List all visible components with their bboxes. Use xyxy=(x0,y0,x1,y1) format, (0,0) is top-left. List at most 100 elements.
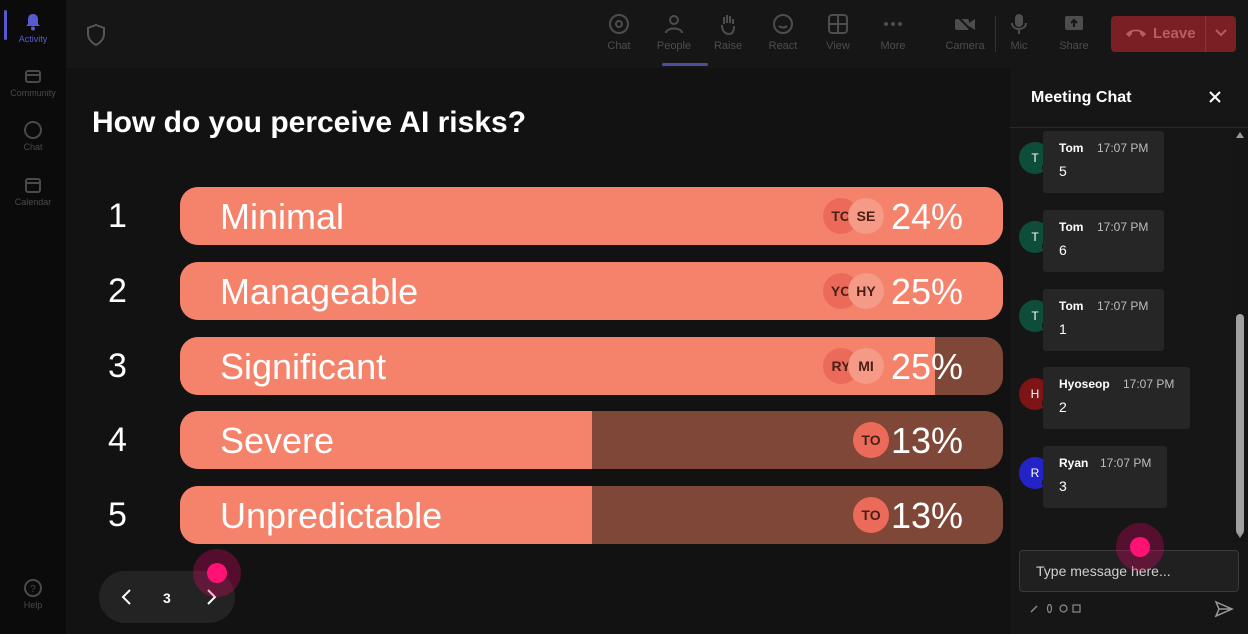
toolbar-react-button[interactable]: React xyxy=(759,8,807,60)
message-bubble[interactable]: Tom 17:07 PM 6 xyxy=(1043,210,1164,272)
scroll-up-arrow[interactable] xyxy=(1236,132,1244,138)
message-bubble[interactable]: Tom 17:07 PM 5 xyxy=(1043,131,1164,193)
emoji-icon[interactable] xyxy=(1059,604,1068,613)
toolbar-view-button[interactable]: View xyxy=(814,8,862,60)
camera-off-icon xyxy=(955,14,975,34)
poll-option-bar: Manageable YO HY 25% xyxy=(180,262,1003,320)
poll-option-row: 2 Manageable YO HY 25% xyxy=(66,262,1010,320)
message-time: 17:07 PM xyxy=(1123,377,1175,391)
chevron-left-icon[interactable] xyxy=(117,586,137,608)
toolbar-mic-button[interactable]: Mic xyxy=(995,8,1043,60)
meeting-toolbar: Chat People Raise React View More Camera… xyxy=(66,0,1248,68)
poll-option-row: 1 Minimal TO SE 24% xyxy=(66,187,1010,245)
voter-avatar: MI xyxy=(848,348,884,384)
voter-avatar: SE xyxy=(848,198,884,234)
bell-icon xyxy=(26,14,40,31)
message-bubble[interactable]: Tom 17:07 PM 1 xyxy=(1043,289,1164,351)
voter-avatar: TO xyxy=(853,497,889,533)
rail-item-community[interactable]: Community xyxy=(0,66,66,98)
message-text: 6 xyxy=(1059,242,1067,258)
scroll-down-arrow[interactable] xyxy=(1236,532,1244,538)
message-text: 1 xyxy=(1059,321,1067,337)
voter-avatar: HY xyxy=(848,273,884,309)
toolbar-people-button[interactable]: People xyxy=(650,8,698,60)
chat-header: Meeting Chat xyxy=(1010,68,1248,128)
toolbar-active-indicator xyxy=(662,63,708,66)
page-number: 3 xyxy=(163,590,171,606)
poll-option-bar: Unpredictable TO 13% xyxy=(180,486,1003,544)
chat-icon xyxy=(24,121,42,139)
poll-option-percent: 25% xyxy=(890,346,963,387)
chevron-down-icon[interactable] xyxy=(1214,26,1228,40)
message-text: 3 xyxy=(1059,478,1067,494)
rail-item-calendar[interactable]: Calendar xyxy=(0,175,66,207)
click-indicator xyxy=(193,549,241,597)
toolbar-share-button[interactable]: Share xyxy=(1050,8,1098,60)
chat-scrollbar[interactable] xyxy=(1233,130,1248,542)
poll-option-row: 3 Significant RY MI 25% xyxy=(66,337,1010,395)
chat-message-input[interactable] xyxy=(1019,550,1239,592)
rail-item-label: Activity xyxy=(18,34,48,44)
toolbar-button-label: More xyxy=(880,40,906,52)
toolbar-raise-button[interactable]: Raise xyxy=(704,8,752,60)
toolbar-button-label: React xyxy=(768,40,798,52)
poll-option-number: 5 xyxy=(108,496,127,534)
leave-button[interactable]: Leave xyxy=(1111,16,1236,52)
leave-label: Leave xyxy=(1153,25,1196,42)
grid-icon xyxy=(828,14,848,34)
message-text: 5 xyxy=(1059,163,1067,179)
poll-option-bar: Minimal TO SE 24% xyxy=(180,187,1003,245)
poll-option-number: 4 xyxy=(108,421,127,459)
smiley-icon xyxy=(773,14,793,34)
hand-icon xyxy=(721,15,735,36)
poll-option-row: 5 Unpredictable TO 13% xyxy=(66,486,1010,544)
message-sender: Hyoseop xyxy=(1059,377,1110,391)
poll-option-percent: 13% xyxy=(890,495,963,536)
share-icon xyxy=(1065,16,1083,30)
message-time: 17:07 PM xyxy=(1097,299,1149,313)
toolbar-button-label: Share xyxy=(1059,40,1089,52)
poll-stage: How do you perceive AI risks? 1 Minimal TO… xyxy=(66,68,1010,634)
toolbar-button-label: View xyxy=(826,40,850,52)
toolbar-camera-button[interactable]: Camera xyxy=(941,8,989,60)
attach-icon[interactable] xyxy=(1045,604,1054,613)
poll-option-percent: 25% xyxy=(890,271,963,312)
mic-icon xyxy=(1011,14,1027,34)
people-icon xyxy=(665,15,683,34)
rail-item-activity[interactable]: Activity xyxy=(0,12,66,44)
chat-title: Meeting Chat xyxy=(1031,89,1132,106)
community-icon xyxy=(25,70,41,83)
toolbar-divider xyxy=(995,16,996,52)
message-sender: Tom xyxy=(1059,299,1084,313)
pen-icon[interactable] xyxy=(1030,604,1039,613)
poll-option-label: Manageable xyxy=(220,271,419,312)
gif-icon[interactable] xyxy=(1072,604,1081,613)
poll-option-number: 2 xyxy=(108,272,127,310)
send-icon[interactable] xyxy=(1214,600,1234,618)
svg-text:?: ? xyxy=(30,584,36,595)
shield-icon[interactable] xyxy=(86,24,106,46)
toolbar-button-label: Raise xyxy=(713,40,743,52)
message-time: 17:07 PM xyxy=(1100,456,1152,470)
voter-avatar: TO xyxy=(853,422,889,458)
toolbar-button-label: Camera xyxy=(945,40,985,52)
message-time: 17:07 PM xyxy=(1097,220,1149,234)
rail-item-help[interactable]: ? Help xyxy=(0,578,66,610)
help-icon: ? xyxy=(24,579,42,597)
message-bubble[interactable]: Ryan 17:07 PM 3 xyxy=(1043,446,1167,508)
close-icon[interactable] xyxy=(1208,90,1222,104)
toolbar-more-button[interactable]: More xyxy=(869,8,917,60)
leave-divider xyxy=(1205,16,1206,52)
poll-option-number: 3 xyxy=(108,347,127,385)
scrollbar-thumb[interactable] xyxy=(1236,314,1244,534)
toolbar-button-label: People xyxy=(656,40,692,52)
poll-option-bar: Significant RY MI 25% xyxy=(180,337,1003,395)
rail-item-label: Chat xyxy=(23,142,43,152)
chevron-right-icon[interactable] xyxy=(201,586,221,608)
poll-option-bar: Severe TO 13% xyxy=(180,411,1003,469)
more-icon xyxy=(884,22,902,26)
toolbar-chat-button[interactable]: Chat xyxy=(595,8,643,60)
message-sender: Tom xyxy=(1059,141,1084,155)
message-bubble[interactable]: Hyoseop 17:07 PM 2 xyxy=(1043,367,1190,429)
rail-item-chat[interactable]: Chat xyxy=(0,120,66,152)
